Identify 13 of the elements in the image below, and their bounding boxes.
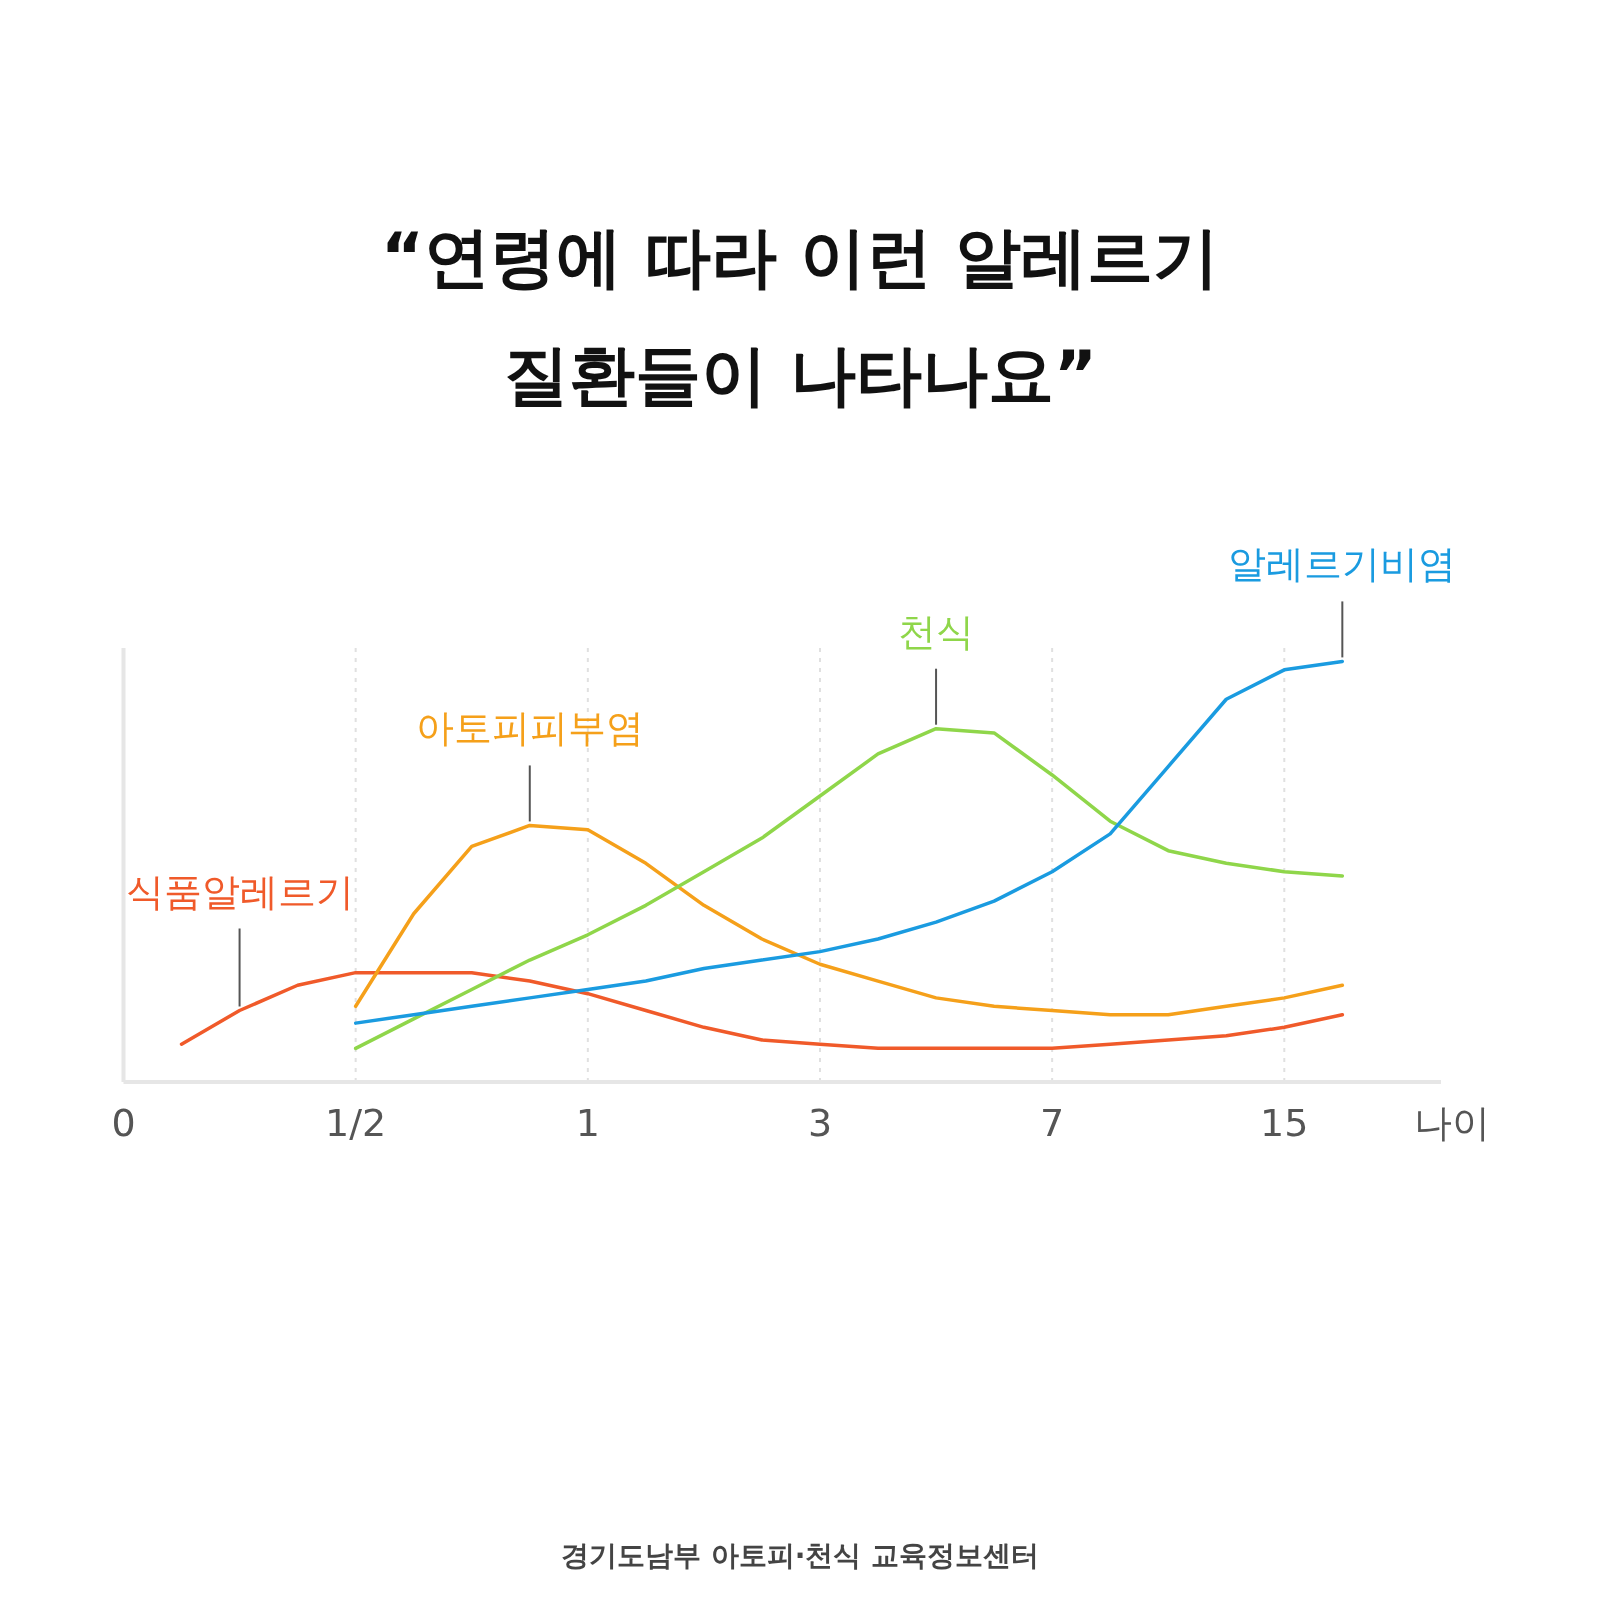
x-tick-label: 0: [111, 1101, 136, 1145]
x-tick-label: 1/2: [325, 1101, 387, 1145]
x-axis-title: 나이: [1414, 1101, 1490, 1145]
text: 알레르기비염: [1228, 542, 1457, 587]
chart-title: “연령에 따라 이런 알레르기 질환들이 나타나요”: [380, 219, 1220, 414]
text: 아토피피부염: [415, 706, 644, 751]
text: 경기도남부 아토피·천식 교육정보센터: [560, 1539, 1040, 1572]
x-tick-label: 7: [1040, 1101, 1065, 1145]
text: 천식: [898, 609, 975, 654]
x-tick-label: 1: [575, 1101, 600, 1145]
series-label: 식품알레르기: [125, 869, 354, 914]
x-tick-label: 3: [807, 1101, 833, 1145]
x-tick-label: 15: [1260, 1101, 1309, 1145]
